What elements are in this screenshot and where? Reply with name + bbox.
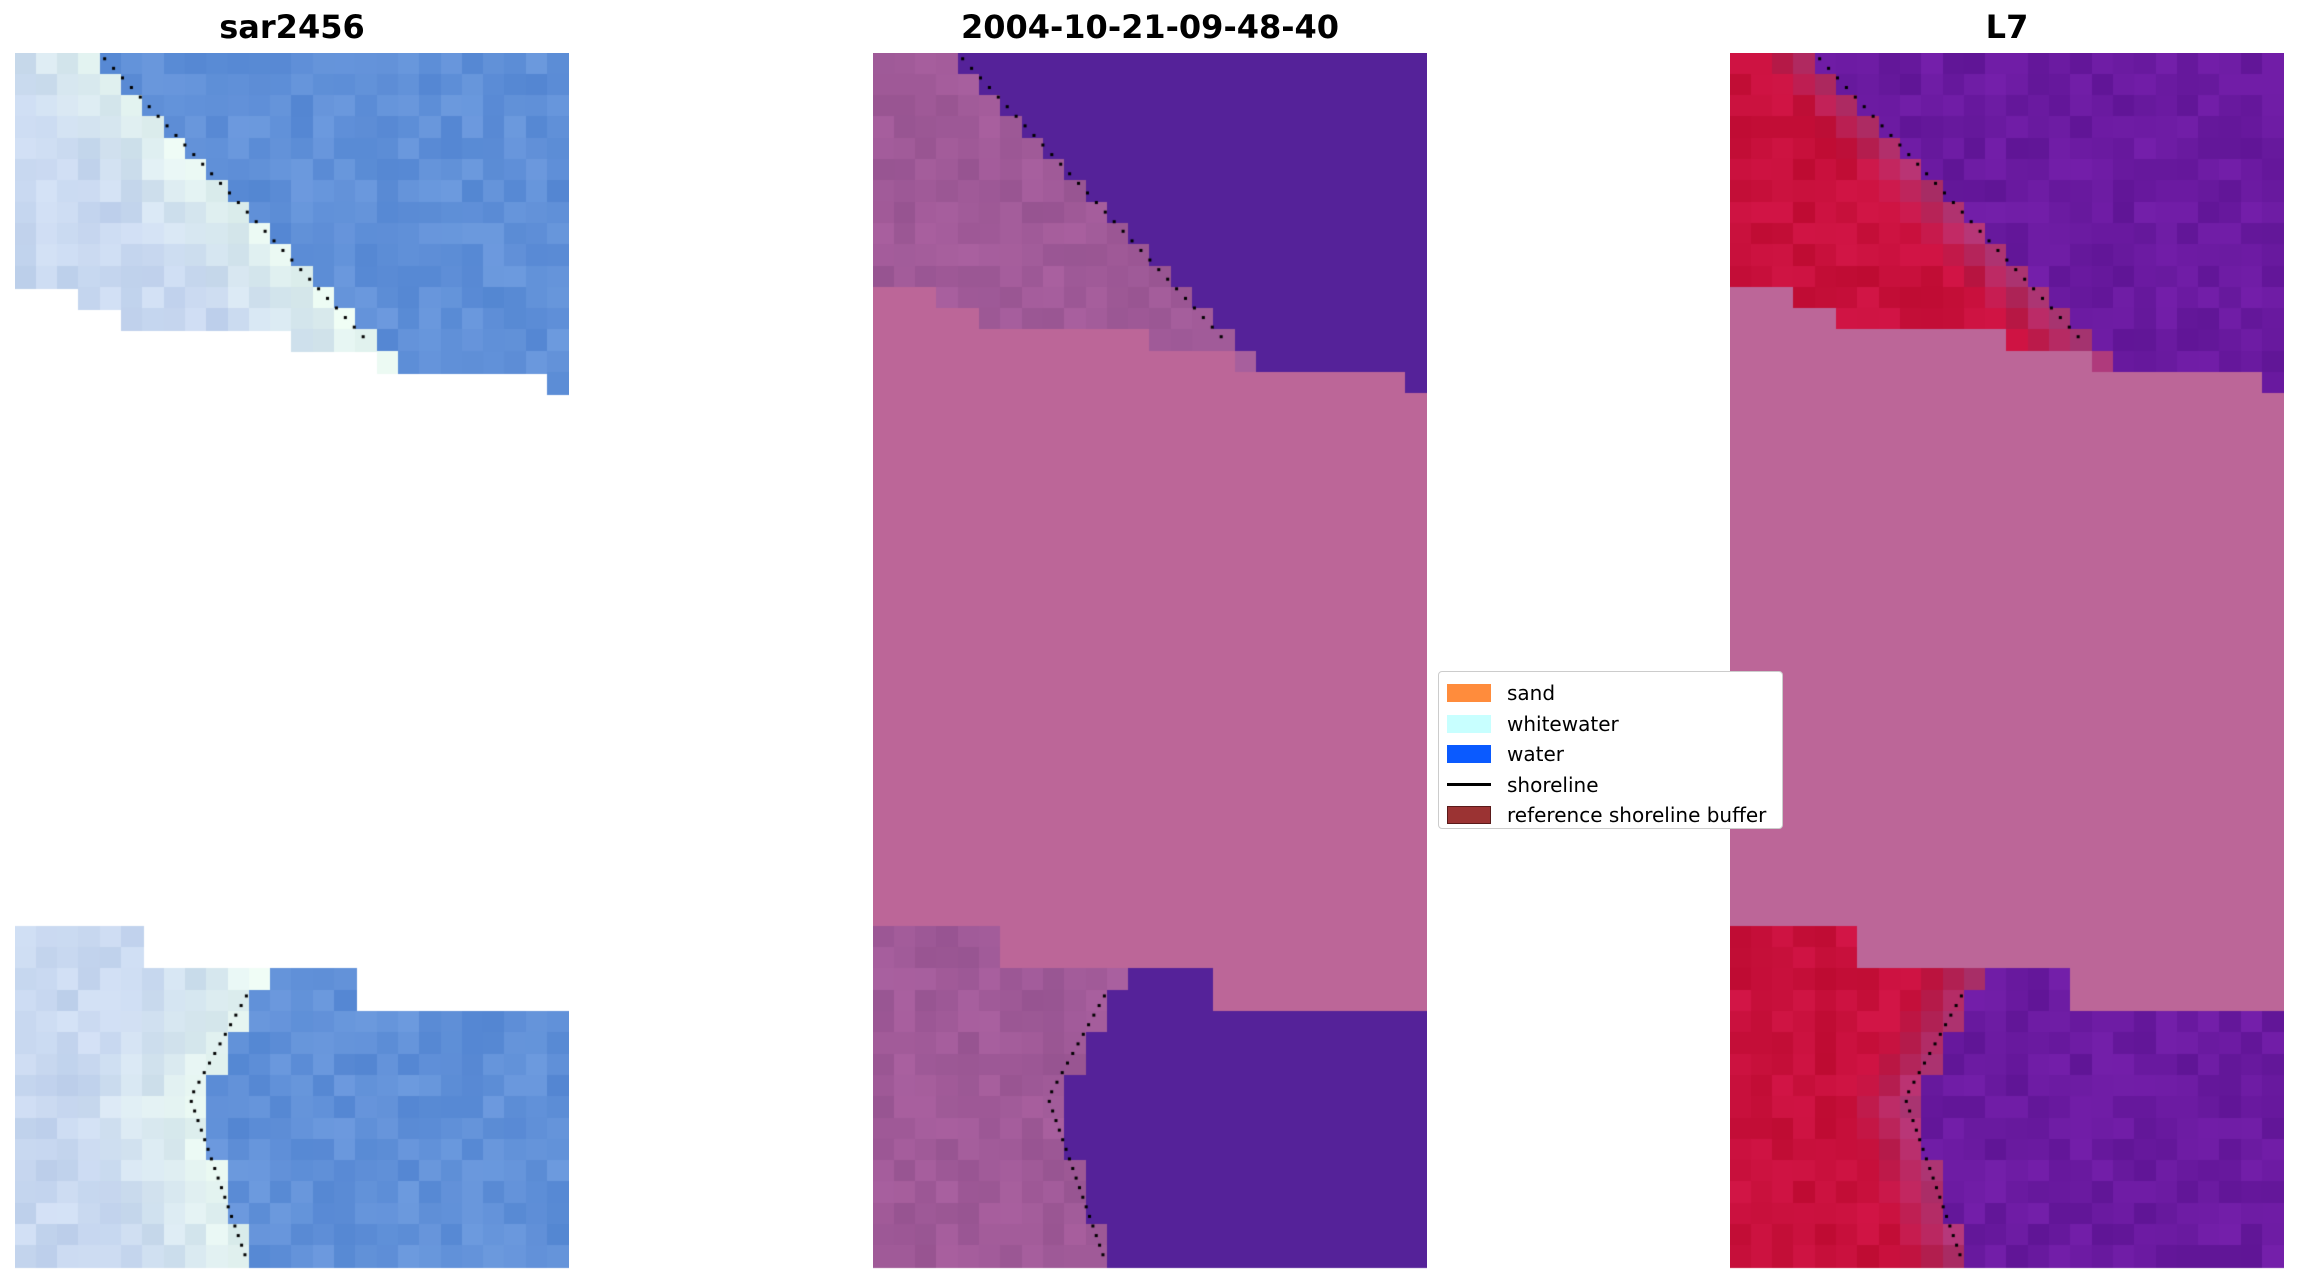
panel-title-rgb: sar2456 (219, 8, 365, 46)
shoreline-line-icon (1447, 783, 1491, 787)
legend-item-reference-buffer: reference shoreline buffer (1447, 800, 1782, 831)
legend-label: whitewater (1507, 711, 1619, 736)
panel-title-classified: 2004-10-21-09-48-40 (960, 8, 1340, 46)
legend-item-sand: sand (1447, 678, 1782, 709)
sand-swatch-icon (1447, 684, 1491, 703)
reference-buffer-swatch-icon (1447, 806, 1491, 825)
legend-label: water (1507, 742, 1564, 767)
mndwi-image-panel (1730, 53, 2284, 1269)
classified-satellite-image (873, 53, 1427, 1269)
legend-label: shoreline (1507, 772, 1599, 797)
legend-label: reference shoreline buffer (1507, 803, 1767, 828)
legend: sand whitewater water shoreline referenc… (1438, 671, 1783, 829)
whitewater-swatch-icon (1447, 714, 1491, 733)
water-swatch-icon (1447, 745, 1491, 764)
mndwi-satellite-image (1730, 53, 2284, 1269)
legend-item-shoreline: shoreline (1447, 770, 1782, 801)
legend-label: sand (1507, 681, 1556, 706)
panel-title-mndwi: L7 (1985, 8, 2029, 46)
classified-image-panel (873, 53, 1427, 1269)
legend-item-whitewater: whitewater (1447, 709, 1782, 740)
rgb-satellite-image (15, 53, 569, 1269)
rgb-image-panel (15, 53, 569, 1269)
legend-item-water: water (1447, 739, 1782, 770)
